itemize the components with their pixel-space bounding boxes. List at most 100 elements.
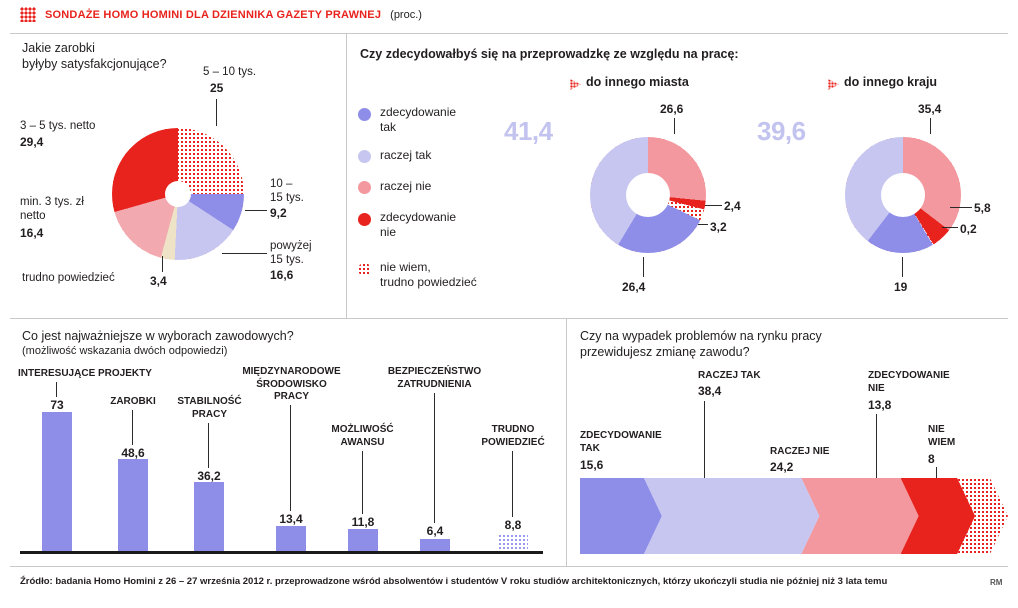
- bar-label: ZAROBKI: [110, 396, 156, 407]
- leader-line: [902, 257, 903, 277]
- bar-value: 73: [50, 398, 64, 412]
- leader-line: [434, 393, 435, 523]
- segment-label: 10 – 15 tys.: [270, 178, 304, 204]
- arrow-marker-icon: [570, 79, 581, 90]
- leader-line: [208, 423, 209, 468]
- funnel-segment-raczej-nie: [801, 478, 918, 554]
- leader-line: [222, 253, 267, 254]
- legend-swatch-zdecydowanie-tak: [358, 108, 371, 121]
- job-change-title: Czy na wypadek problemów na rynku pracy …: [580, 329, 822, 360]
- source-note: Źródło: badania Homo Homini z 26 – 27 wr…: [20, 576, 888, 587]
- bar-label: STABILNOŚĆ PRACY: [177, 396, 242, 420]
- city-chart-title: do innego miasta: [586, 75, 689, 89]
- career-chart-title: Co jest najważniejsze w wyborach zawodow…: [22, 329, 294, 343]
- leader-line: [936, 467, 937, 478]
- segment-label: min. 3 tys. zł netto: [20, 196, 84, 222]
- legend-label: zdecydowanie tak: [380, 105, 457, 134]
- credit: RM: [990, 578, 1003, 587]
- leader-line: [56, 382, 57, 397]
- legend-swatch-raczej-tak: [358, 150, 371, 163]
- donut-center-hole: [626, 173, 670, 217]
- legend-label: zdecydowanie nie: [380, 210, 457, 239]
- leader-line: [162, 256, 163, 272]
- leader-line: [132, 410, 133, 445]
- funnel-value: 38,4: [698, 384, 722, 398]
- bar-zarobki: [118, 459, 148, 551]
- funnel-value: 24,2: [770, 460, 794, 474]
- segment-label: 3 – 5 tys. netto: [20, 120, 96, 132]
- leader-line: [512, 451, 513, 517]
- salary-chart-title: Jakie zarobki byłyby satysfakcjonujące?: [22, 41, 167, 72]
- donut-center-hole: [881, 173, 925, 217]
- funnel-label: RACZEJ NIE: [770, 446, 830, 457]
- segment-label: 5 – 10 tys.: [203, 66, 257, 78]
- leader-line: [876, 414, 877, 478]
- bar-label: MIĘDZYNARODOWE ŚRODOWISKO PRACY: [242, 366, 341, 402]
- funnel-value: 8: [928, 452, 935, 466]
- bar-stabilnosc-pracy: [194, 482, 224, 551]
- segment-value: 26,6: [660, 102, 684, 116]
- legend-swatch-zdecydowanie-nie: [358, 213, 371, 226]
- bar-value: 6,4: [426, 524, 444, 538]
- segment-value: 3,4: [150, 274, 167, 288]
- funnel-value: 15,6: [580, 458, 604, 472]
- relocation-section-title: Czy zdecydowałbyś się na przeprowadzkę z…: [360, 47, 739, 61]
- legend-label: raczej tak: [380, 148, 432, 162]
- segment-value: 16,6: [270, 268, 294, 282]
- country-chart-title: do innego kraju: [844, 75, 938, 89]
- salary-pie-chart: [112, 128, 244, 260]
- bar-label: INTERESUJĄCE PROJEKTY: [18, 368, 152, 379]
- segment-value: 35,4: [918, 102, 942, 116]
- legend-label: nie wiem, trudno powiedzieć: [380, 260, 477, 289]
- segment-value: 5,8: [974, 201, 991, 215]
- segment-value: 25: [210, 81, 224, 95]
- segment-value: 3,2: [710, 220, 727, 234]
- bar-value: 48,6: [121, 446, 145, 460]
- segment-label: powyżej 15 tys.: [270, 240, 312, 266]
- city-highlight-value: 41,4: [504, 116, 553, 146]
- funnel-label: ZDECYDOWANIE TAK: [580, 430, 662, 454]
- legend-swatch-raczej-nie: [358, 181, 371, 194]
- country-highlight-value: 39,6: [757, 116, 806, 146]
- job-change-funnel-chart: [580, 478, 1012, 554]
- segment-value: 2,4: [724, 199, 741, 213]
- leader-line: [930, 118, 931, 134]
- segment-value: 0,2: [960, 222, 977, 236]
- bar-label: MOŻLIWOŚĆ AWANSU: [331, 424, 394, 448]
- leader-line: [950, 207, 972, 208]
- segment-value: 9,2: [270, 206, 287, 220]
- bar-mozliwosc-awansu: [348, 529, 378, 551]
- divider: [10, 318, 1008, 319]
- leader-line: [698, 224, 708, 225]
- segment-value: 29,4: [20, 135, 44, 149]
- leader-line: [362, 451, 363, 514]
- bar-value: 36,2: [197, 469, 221, 483]
- city-donut-chart: [590, 137, 706, 253]
- bar-interesujace-projekty: [42, 412, 72, 551]
- segment-value: 19: [894, 280, 908, 294]
- divider: [10, 33, 1008, 34]
- divider: [346, 33, 347, 318]
- segment-value: 16,4: [20, 226, 44, 240]
- divider: [566, 318, 567, 566]
- bar-miedzynarodowe-srodowisko: [276, 526, 306, 551]
- leader-line: [674, 118, 675, 134]
- bar-value: 13,4: [279, 512, 303, 526]
- leader-line: [290, 405, 291, 511]
- funnel-segment-zdecydowanie-tak: [580, 478, 662, 554]
- page-title: SONDAŻE HOMO HOMINI DLA DZIENNIKA GAZETY…: [45, 8, 382, 21]
- funnel-value: 13,8: [868, 398, 892, 412]
- bar-value: 8,8: [504, 518, 522, 532]
- leader-line: [643, 257, 644, 277]
- bar-trudno-powiedziec: [498, 534, 528, 551]
- bar-value: 11,8: [351, 515, 375, 529]
- leader-line: [704, 401, 705, 478]
- leader-line: [942, 227, 958, 228]
- bar-label: BEZPIECZEŃSTWO ZATRUDNIENIA: [387, 366, 482, 390]
- divider: [10, 566, 1008, 567]
- header: SONDAŻE HOMO HOMINI DLA DZIENNIKA GAZETY…: [20, 7, 422, 22]
- segment-value: 26,4: [622, 280, 646, 294]
- arrow-marker-icon: [828, 79, 839, 90]
- legend-label: raczej nie: [380, 179, 432, 193]
